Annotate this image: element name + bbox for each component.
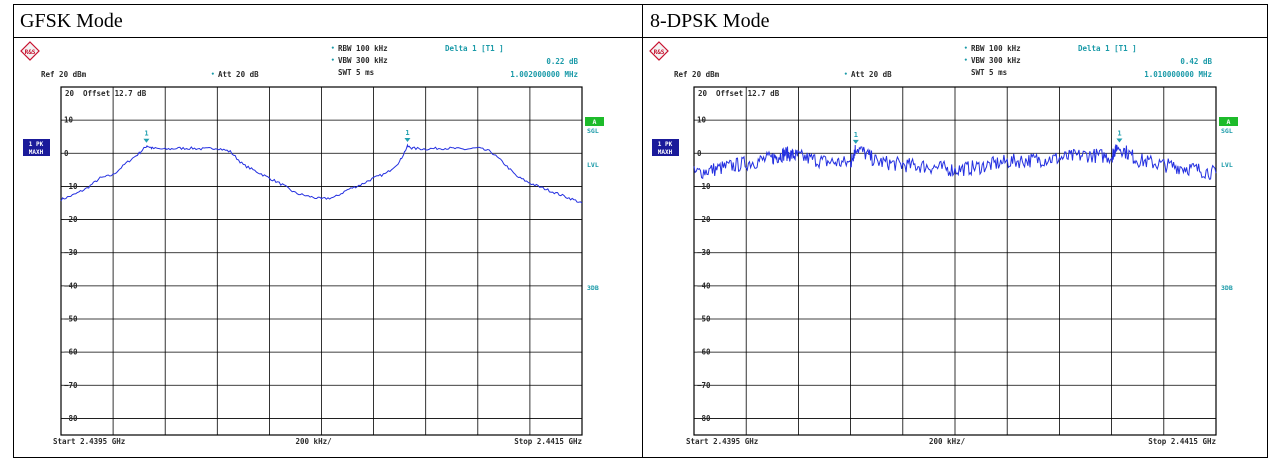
p1-ref-level-top: 20 — [698, 89, 708, 98]
p1-sgl-label: SGL — [1221, 127, 1233, 135]
p0-logo-text: R&S — [25, 49, 36, 56]
p1-att-bullet: • — [844, 71, 848, 78]
p1-marker-0-glyph — [852, 139, 859, 144]
p1-y-tick-label: −40 — [697, 281, 711, 290]
p1-att-label: Att 20 dB — [851, 70, 892, 79]
p1-trace-badge — [652, 139, 679, 156]
p0-rbw-label: RBW 100 kHz — [338, 44, 388, 53]
p0-rbw-bullet: • — [331, 45, 335, 52]
p0-marker-0-glyph — [143, 138, 150, 143]
p0-y-tick-label: −70 — [64, 381, 78, 390]
p0-offset-label: Offset 12.7 dB — [83, 89, 147, 98]
p1-stop-freq: Stop 2.4415 GHz — [1148, 437, 1216, 446]
p1-y-tick-label: −30 — [697, 248, 711, 257]
p0-y-tick-label: −40 — [64, 281, 78, 290]
p1-vbw-bullet: • — [964, 57, 968, 64]
p1-logo-diamond — [649, 41, 669, 61]
p0-spectrum-trace — [60, 143, 583, 204]
p0-delta-value: 0.22 dB — [546, 57, 578, 66]
p0-trace-detector: MAXH — [29, 149, 44, 156]
p0-ref-label: Ref 20 dBm — [41, 70, 87, 79]
p1-delta-freq: 1.010000000 MHz — [1144, 70, 1212, 79]
p0-y-tick-label: −80 — [64, 414, 78, 423]
p0-threedb-label: 3DB — [587, 284, 599, 292]
p0-y-tick-label: −10 — [64, 182, 78, 191]
p1-rbw-bullet: • — [964, 45, 968, 52]
p0-marker-1-label: 1 — [405, 129, 409, 137]
p0-y-tick-label: −60 — [64, 348, 78, 357]
p0-swt-label: SWT 5 ms — [338, 68, 374, 77]
p0-delta-label: Delta 1 [T1 ] — [445, 44, 504, 53]
p1-marker-1-label: 1 — [1117, 129, 1121, 137]
p1-trace-mode: 1 PK — [658, 141, 673, 148]
p1-y-tick-label: −70 — [697, 381, 711, 390]
p1-threedb-label: 3DB — [1221, 284, 1233, 292]
p1-start-freq: Start 2.4395 GHz — [686, 437, 758, 446]
p0-y-tick-label: −30 — [64, 248, 78, 257]
p1-y-tick-label: −60 — [697, 348, 711, 357]
p0-att-label: Att 20 dB — [218, 70, 259, 79]
p1-rbw-label: RBW 100 kHz — [971, 44, 1021, 53]
p0-vbw-label: VBW 300 kHz — [338, 56, 388, 65]
row-divider — [14, 37, 1267, 38]
p0-lvl-label: LVL — [587, 161, 599, 169]
panel-title-gfsk: GFSK Mode — [20, 10, 123, 32]
p0-marker-1-glyph — [404, 137, 411, 142]
p1-y-tick-label: −50 — [697, 315, 711, 324]
p0-marker-0-label: 1 — [144, 130, 148, 138]
p1-screen-a-badge — [1219, 117, 1238, 126]
p1-trace-detector: MAXH — [658, 149, 673, 156]
p0-y-tick-label: −20 — [64, 215, 78, 224]
p0-vbw-bullet: • — [331, 57, 335, 64]
p0-logo-diamond — [20, 41, 40, 61]
p1-y-tick-label: −20 — [697, 215, 711, 224]
p1-y-tick-label: 10 — [697, 116, 707, 125]
p1-logo-text: R&S — [654, 49, 665, 56]
p1-swt-label: SWT 5 ms — [971, 68, 1007, 77]
p1-marker-0-label: 1 — [854, 131, 858, 139]
p1-offset-label: Offset 12.7 dB — [716, 89, 780, 98]
p1-screen-a: A — [1227, 118, 1231, 126]
p0-span-per-div: 200 kHz/ — [296, 437, 333, 446]
p0-ref-level-top: 20 — [65, 89, 75, 98]
p0-screen-a-badge — [585, 117, 604, 126]
figure-table: GFSK Mode 8-DPSK Mode — [13, 4, 1268, 458]
p0-stop-freq: Stop 2.4415 GHz — [514, 437, 582, 446]
p1-delta-label: Delta 1 [T1 ] — [1078, 44, 1137, 53]
p0-start-freq: Start 2.4395 GHz — [53, 437, 125, 446]
p1-lvl-label: LVL — [1221, 161, 1233, 169]
p0-delta-freq: 1.002000000 MHz — [510, 70, 578, 79]
panel-title-8dpsk: 8-DPSK Mode — [650, 10, 770, 32]
p0-y-tick-label: 10 — [64, 116, 74, 125]
p1-y-tick-label: −80 — [697, 414, 711, 423]
p0-trace-badge — [23, 139, 50, 156]
p0-att-bullet: • — [211, 71, 215, 78]
p0-screen-a: A — [593, 118, 597, 126]
p0-y-tick-label: 0 — [64, 149, 69, 158]
column-divider — [642, 5, 643, 457]
p1-span-per-div: 200 kHz/ — [929, 437, 966, 446]
p1-y-tick-label: 0 — [697, 149, 702, 158]
p0-sgl-label: SGL — [587, 127, 599, 135]
p1-y-tick-label: −10 — [697, 182, 711, 191]
p1-marker-1-glyph — [1116, 138, 1123, 143]
p1-delta-value: 0.42 dB — [1180, 57, 1212, 66]
p0-trace-mode: 1 PK — [29, 141, 44, 148]
p1-spectrum-trace — [693, 144, 1217, 180]
p1-vbw-label: VBW 300 kHz — [971, 56, 1021, 65]
p0-y-tick-label: −50 — [64, 315, 78, 324]
p1-ref-label: Ref 20 dBm — [674, 70, 720, 79]
